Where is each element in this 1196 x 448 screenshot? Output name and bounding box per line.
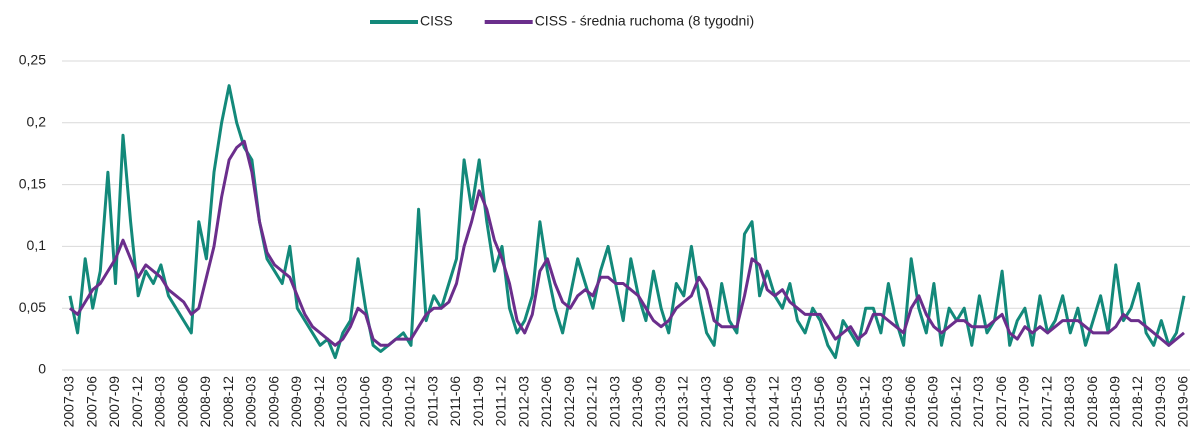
x-tick-label: 2012-03 bbox=[515, 376, 531, 428]
x-tick-label: 2016-06 bbox=[902, 376, 918, 428]
x-tick-label: 2011-12 bbox=[493, 376, 509, 427]
x-tick-label: 2017-12 bbox=[1038, 376, 1054, 428]
x-tick-label: 2014-06 bbox=[720, 376, 736, 428]
x-tick-label: 2013-09 bbox=[652, 376, 668, 428]
legend-label: CISS bbox=[420, 13, 453, 29]
y-tick-label: 0 bbox=[38, 361, 46, 377]
x-tick-label: 2018-03 bbox=[1061, 376, 1077, 428]
x-tick-label: 2009-06 bbox=[265, 376, 281, 428]
line-series bbox=[69, 139, 1185, 347]
x-tick-label: 2018-12 bbox=[1129, 376, 1145, 428]
x-tick-label: 2011-09 bbox=[470, 376, 486, 427]
x-tick-label: 2016-09 bbox=[925, 376, 941, 428]
x-tick-label: 2010-12 bbox=[402, 376, 418, 428]
x-tick-label: 2017-09 bbox=[1016, 376, 1032, 428]
y-tick-label: 0,15 bbox=[19, 175, 46, 191]
line-series bbox=[68, 84, 1186, 360]
x-tick-label: 2012-09 bbox=[561, 376, 577, 428]
x-tick-label: 2016-03 bbox=[879, 376, 895, 428]
y-tick-label: 0,25 bbox=[19, 52, 46, 68]
x-tick-label: 2011-03 bbox=[424, 376, 440, 427]
legend-label: CISS - średnia ruchoma (8 tygodni) bbox=[535, 13, 754, 29]
x-tick-label: 2010-06 bbox=[356, 376, 372, 428]
x-tick-label: 2013-03 bbox=[606, 376, 622, 428]
x-tick-label: 2013-12 bbox=[675, 376, 691, 428]
x-tick-label: 2018-06 bbox=[1084, 376, 1100, 428]
x-tick-label: 2017-03 bbox=[970, 376, 986, 428]
x-tick-label: 2008-12 bbox=[220, 376, 236, 428]
x-tick-label: 2007-06 bbox=[83, 376, 99, 428]
x-tick-label: 2008-03 bbox=[152, 376, 168, 428]
x-tick-label: 2015-12 bbox=[856, 376, 872, 428]
x-tick-label: 2009-09 bbox=[288, 376, 304, 428]
x-tick-label: 2016-12 bbox=[947, 376, 963, 428]
x-tick-label: 2007-03 bbox=[61, 376, 77, 428]
x-tick-label: 2018-09 bbox=[1106, 376, 1122, 428]
x-tick-label: 2012-12 bbox=[584, 376, 600, 428]
x-tick-label: 2012-06 bbox=[538, 376, 554, 428]
x-tick-label: 2007-12 bbox=[129, 376, 145, 428]
y-tick-label: 0,05 bbox=[19, 299, 46, 315]
x-tick-label: 2014-12 bbox=[765, 376, 781, 428]
x-tick-label: 2011-06 bbox=[447, 376, 463, 427]
x-tick-label: 2013-06 bbox=[629, 376, 645, 428]
x-tick-label: 2019-03 bbox=[1152, 376, 1168, 428]
x-tick-label: 2010-09 bbox=[379, 376, 395, 428]
x-tick-label: 2009-12 bbox=[311, 376, 327, 428]
y-tick-label: 0,1 bbox=[27, 237, 47, 253]
x-tick-label: 2019-06 bbox=[1175, 376, 1191, 428]
x-tick-label: 2015-06 bbox=[811, 376, 827, 428]
y-tick-label: 0,2 bbox=[27, 114, 47, 130]
x-tick-label: 2017-06 bbox=[993, 376, 1009, 428]
x-tick-label: 2015-09 bbox=[834, 376, 850, 428]
x-tick-label: 2007-09 bbox=[106, 376, 122, 428]
x-tick-label: 2014-09 bbox=[743, 376, 759, 428]
x-tick-label: 2008-09 bbox=[197, 376, 213, 428]
x-tick-label: 2008-06 bbox=[174, 376, 190, 428]
x-tick-label: 2014-03 bbox=[697, 376, 713, 428]
x-tick-label: 2009-03 bbox=[243, 376, 259, 428]
x-tick-label: 2015-03 bbox=[788, 376, 804, 428]
x-tick-label: 2010-03 bbox=[334, 376, 350, 428]
